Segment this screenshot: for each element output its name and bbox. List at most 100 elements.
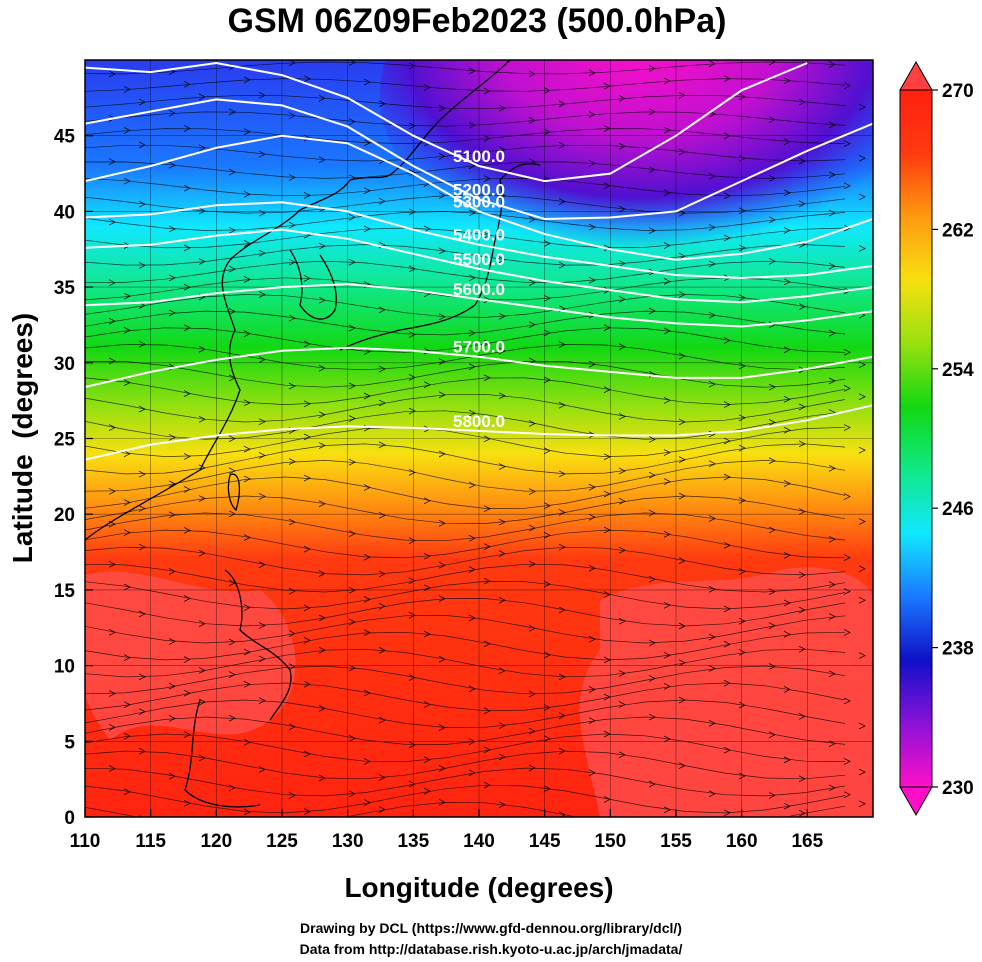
streamline-arrow	[858, 518, 866, 525]
streamline-arrow	[318, 774, 326, 782]
streamline	[85, 227, 846, 249]
streamline-arrow	[738, 414, 746, 422]
streamline-arrow	[739, 822, 745, 828]
streamline-arrow	[363, 799, 371, 806]
streamline-arrow	[183, 324, 191, 332]
streamline-arrow	[828, 377, 836, 385]
streamline-arrow	[588, 564, 596, 572]
streamline-arrow	[363, 758, 371, 765]
streamline	[85, 111, 846, 127]
streamline-arrow	[243, 191, 251, 198]
streamline-arrow	[843, 758, 851, 765]
streamline-arrow	[483, 707, 491, 715]
credit-dcl: Drawing by DCL (https://www.gfd-dennou.o…	[300, 920, 682, 936]
streamline	[85, 161, 846, 179]
cold-low-core	[380, 60, 873, 265]
streamline-arrow	[423, 347, 431, 355]
streamline-arrow	[438, 519, 446, 527]
streamline-arrow	[438, 358, 446, 365]
streamline-arrow	[318, 646, 326, 654]
streamline-arrow	[123, 499, 131, 506]
streamline-arrow	[303, 400, 311, 408]
streamline	[85, 128, 846, 144]
streamline-arrow	[318, 442, 326, 449]
streamline-arrow	[258, 622, 266, 629]
x-tick-label: 125	[266, 831, 298, 852]
streamline-arrow	[138, 470, 146, 478]
streamline-arrow	[858, 565, 866, 573]
streamline-arrow	[438, 247, 446, 255]
streamline	[85, 277, 846, 301]
streamline-arrow	[843, 140, 851, 147]
streamline-arrow	[408, 577, 416, 585]
x-tick-label: 155	[660, 831, 692, 852]
streamline-arrow	[288, 518, 296, 526]
streamline-arrow	[498, 463, 506, 470]
streamline-arrow	[843, 791, 851, 798]
streamline-arrow	[603, 324, 611, 331]
streamline-arrow	[528, 625, 536, 632]
streamline-arrow	[828, 262, 836, 270]
streamline-arrow	[363, 553, 371, 561]
streamline-arrow	[588, 276, 596, 284]
streamline-arrow	[528, 420, 536, 427]
streamline-arrow	[183, 595, 191, 602]
streamline-arrow	[843, 588, 851, 595]
streamline-arrow	[618, 413, 626, 420]
streamline-arrow	[828, 535, 836, 543]
streamline-arrow	[738, 362, 746, 370]
coastline-asia	[85, 60, 511, 541]
streamline-arrow	[349, 822, 355, 828]
streamline-arrow	[168, 109, 176, 117]
streamline-arrow	[108, 690, 116, 697]
streamline-arrow	[723, 746, 731, 754]
streamline-arrow	[183, 244, 191, 252]
streamline	[85, 529, 846, 559]
streamline-arrow	[738, 244, 746, 252]
streamline-arrow	[498, 192, 506, 200]
streamline-arrow	[468, 566, 476, 573]
y-tick-label: 10	[54, 657, 75, 678]
streamline-arrow	[649, 844, 655, 850]
colorbar-tick-label: 270	[942, 81, 974, 102]
streamline	[85, 716, 846, 745]
streamline-arrow	[858, 722, 866, 730]
streamline-arrow	[618, 497, 626, 505]
x-tick-label: 150	[594, 831, 626, 852]
streamline-arrow	[138, 262, 146, 269]
streamline-arrow	[363, 484, 371, 491]
streamline	[85, 410, 846, 440]
streamline-arrow	[183, 184, 191, 192]
streamline-arrow	[468, 685, 476, 693]
streamline-arrow	[348, 735, 356, 742]
streamline-arrow	[528, 690, 536, 698]
streamline-arrow	[543, 735, 551, 743]
streamline-arrow	[408, 674, 416, 681]
streamline-arrow	[783, 686, 791, 693]
streamline-arrow	[243, 330, 251, 337]
y-tick-label: 20	[54, 505, 75, 526]
streamline-arrow	[138, 708, 146, 716]
streamline-arrow	[528, 117, 536, 124]
streamline-arrow	[768, 175, 776, 182]
streamline-arrow	[108, 70, 116, 78]
streamline-arrow	[723, 401, 731, 408]
streamline-arrow	[288, 792, 296, 799]
streamline-arrow	[318, 156, 326, 164]
streamline-arrow	[708, 224, 716, 231]
streamline-arrow	[648, 108, 656, 116]
contour-label-5300: 5300.0	[453, 192, 505, 211]
streamline-arrow	[348, 324, 356, 332]
streamline	[85, 682, 846, 712]
streamline-arrow	[318, 364, 326, 372]
streamline-arrow	[348, 258, 356, 266]
streamline-arrow	[168, 309, 176, 317]
streamline	[85, 78, 846, 92]
streamline-arrow	[483, 640, 491, 648]
streamline-arrow	[558, 712, 566, 719]
streamline-arrow	[828, 464, 836, 472]
streamline-arrow	[528, 488, 536, 495]
x-tick-label: 160	[726, 831, 758, 852]
streamline-arrow	[468, 162, 476, 170]
